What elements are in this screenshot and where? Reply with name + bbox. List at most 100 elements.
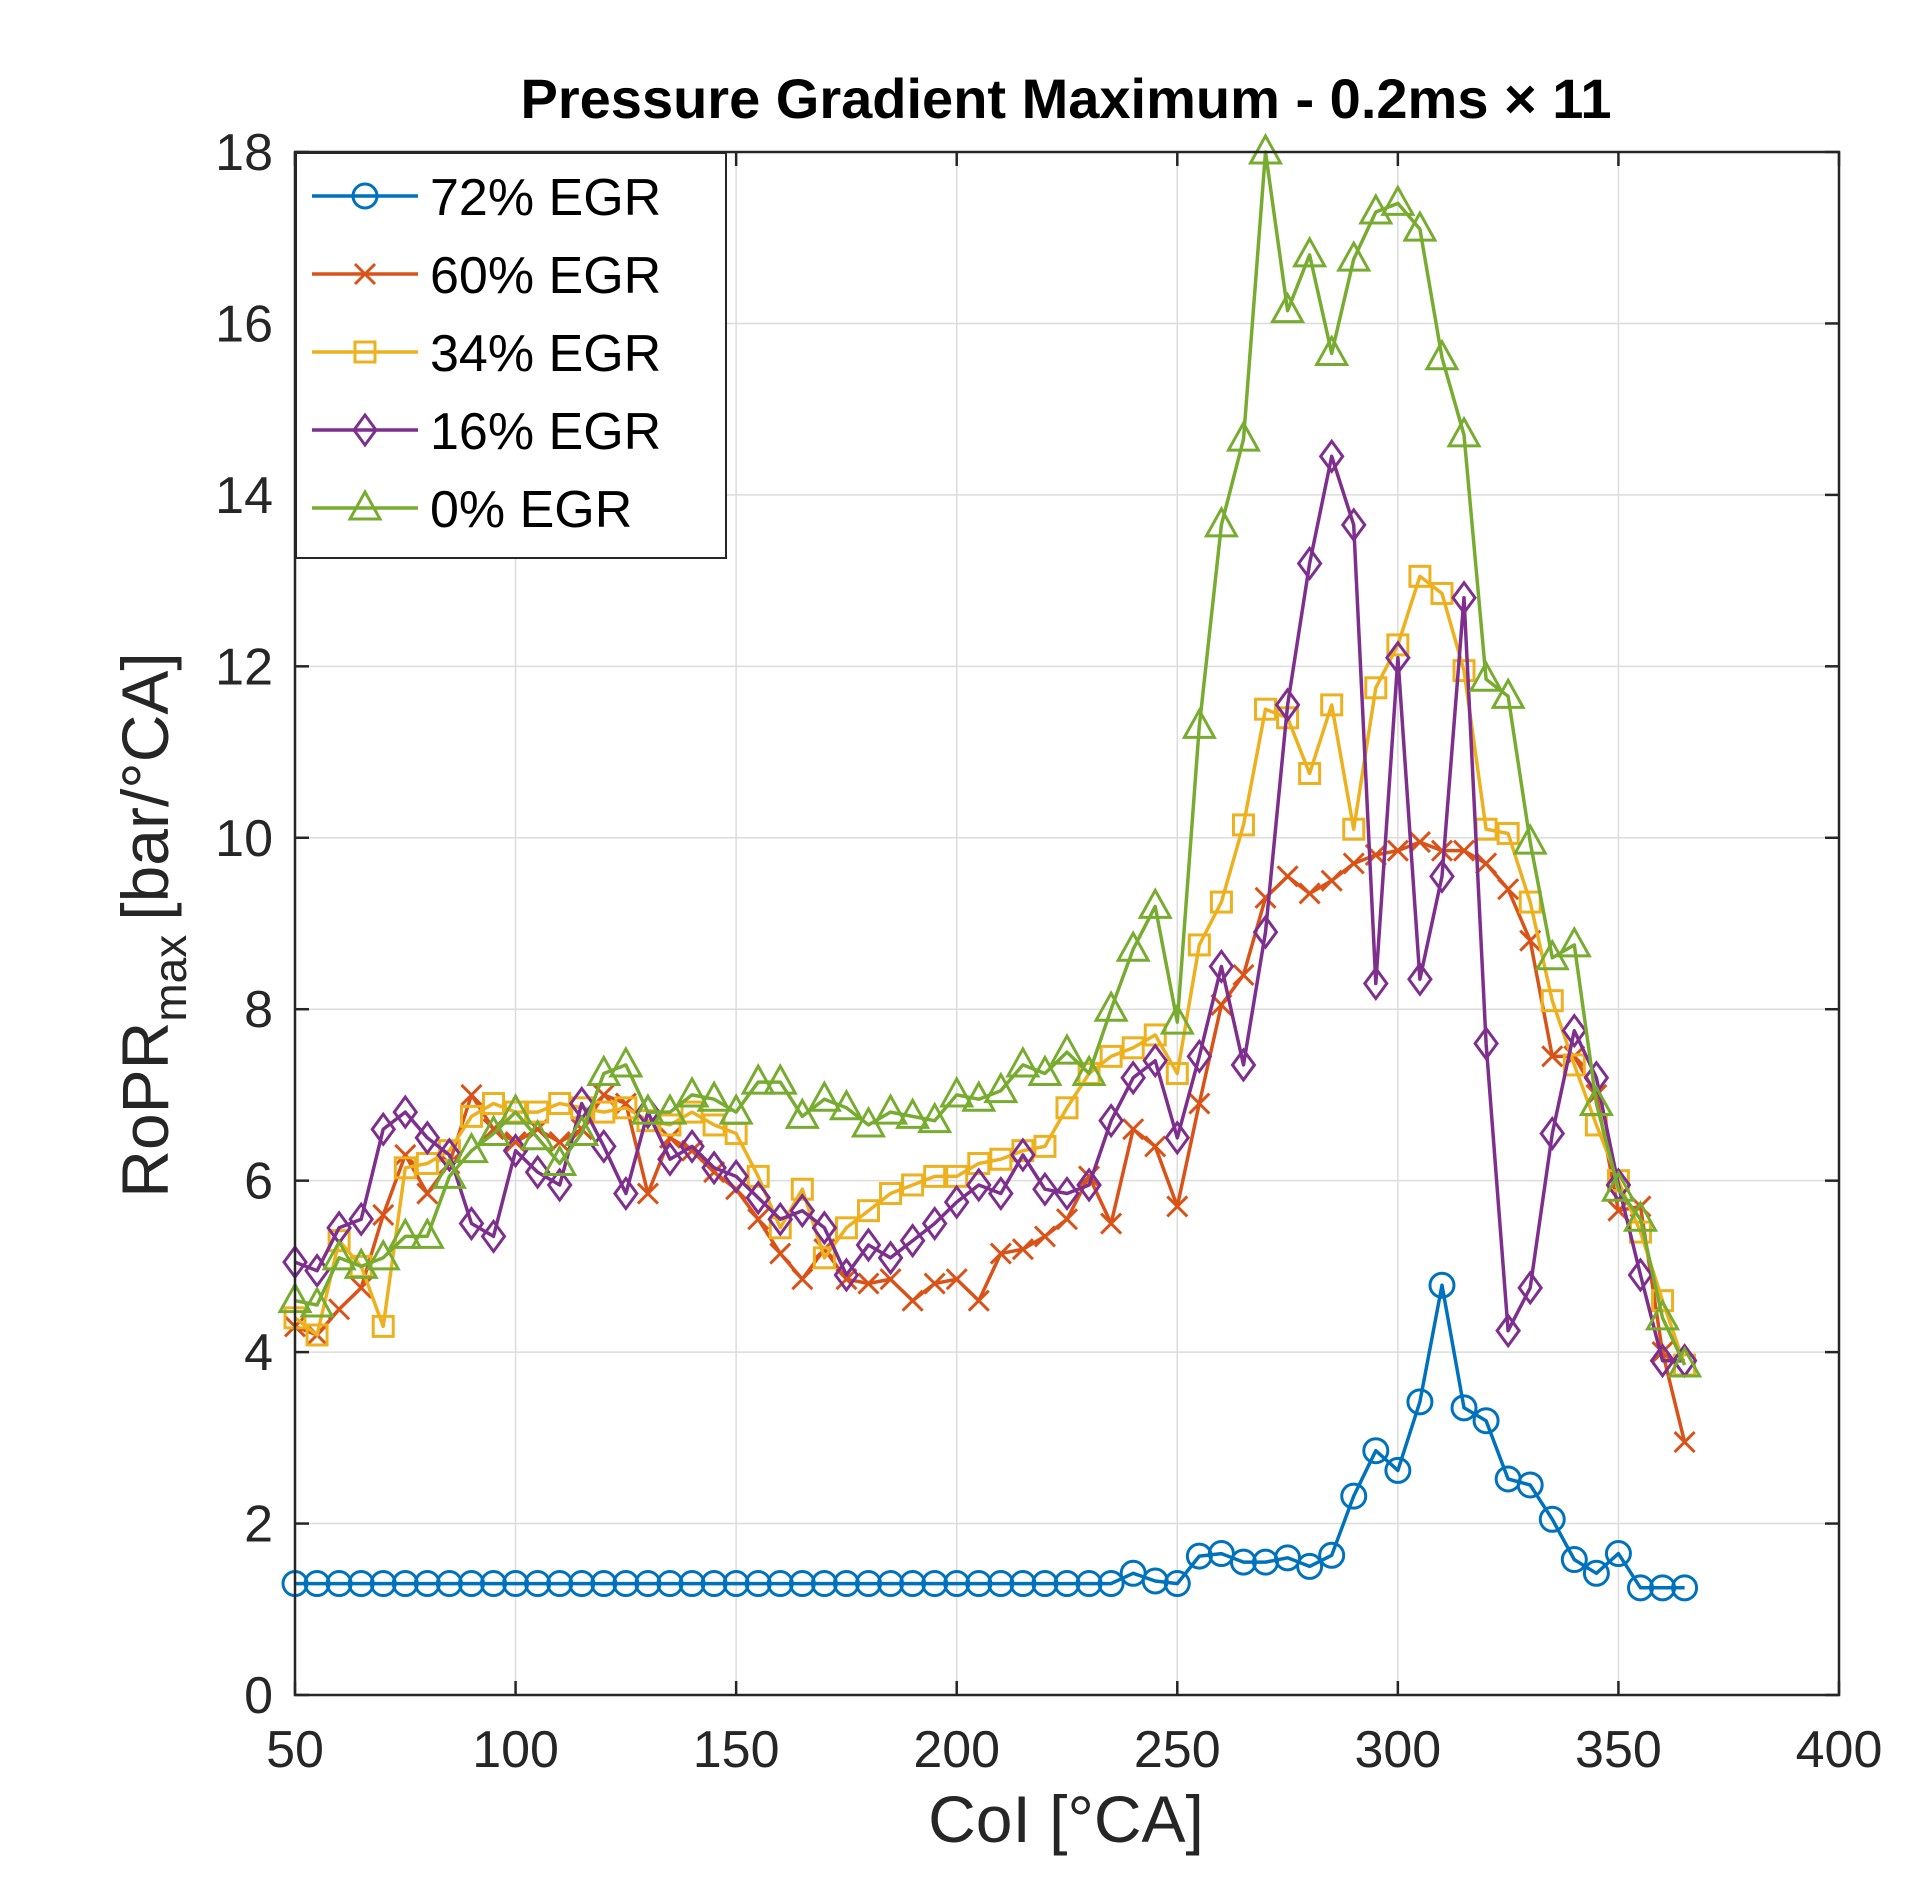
data-point <box>372 1203 395 1227</box>
data-point <box>459 1104 483 1128</box>
data-point <box>723 1158 750 1194</box>
data-point <box>702 1113 726 1137</box>
data-point <box>1673 1431 1696 1454</box>
data-point <box>1561 1013 1588 1049</box>
data-point <box>1468 660 1504 692</box>
y-axis-label-subscript: max <box>144 935 196 1022</box>
data-point <box>435 1570 463 1598</box>
data-point <box>788 1570 816 1598</box>
data-point <box>1185 1542 1213 1570</box>
data-point <box>436 1137 463 1173</box>
data-point <box>1320 869 1343 892</box>
data-point <box>879 1268 902 1291</box>
data-point <box>1562 1053 1586 1077</box>
data-point <box>1538 1505 1566 1533</box>
y-axis-label: RoPRmax [bar/°CA] <box>108 652 196 1197</box>
data-point <box>1187 933 1211 957</box>
data-point <box>1497 878 1520 901</box>
legend-label: 34% EGR <box>430 325 661 383</box>
data-point <box>592 1100 616 1124</box>
data-point <box>394 1143 417 1167</box>
data-point <box>475 1114 512 1147</box>
axis-tick-labels: 50 100 150 200 250 300 350 400 0 2 4 6 8 10 12 14 16 18 <box>215 124 1882 1779</box>
data-point <box>1055 1096 1079 1120</box>
data-point <box>718 1093 754 1125</box>
data-point <box>967 1289 990 1312</box>
data-point <box>1252 914 1279 950</box>
data-point <box>1318 1541 1346 1569</box>
data-point <box>1076 1167 1102 1203</box>
y-axis-label-main: RoPR <box>108 1022 182 1198</box>
data-point <box>502 1570 530 1598</box>
data-point <box>789 1193 816 1229</box>
data-point <box>1055 1208 1079 1231</box>
y-tick-label: 10 <box>215 810 273 868</box>
x-tick-label: 250 <box>1134 1721 1221 1779</box>
data-point <box>1229 1548 1257 1576</box>
data-point <box>1005 1045 1041 1078</box>
data-point <box>921 1205 948 1242</box>
data-point <box>1342 817 1366 841</box>
data-point <box>1276 865 1299 888</box>
data-point <box>1142 1043 1169 1079</box>
data-point <box>854 1570 882 1598</box>
data-point <box>1408 831 1431 854</box>
data-point <box>391 1570 419 1598</box>
data-point <box>612 1570 640 1598</box>
data-point <box>1651 1341 1674 1364</box>
y-tick-label: 12 <box>215 638 273 696</box>
data-point <box>1320 693 1344 717</box>
data-point <box>498 1093 534 1125</box>
data-point <box>901 1289 924 1312</box>
data-point <box>1164 1120 1191 1156</box>
data-point <box>457 1570 485 1598</box>
legend-entry: 60% EGR <box>312 247 661 305</box>
data-point <box>696 1080 732 1112</box>
data-point <box>1011 1238 1034 1261</box>
data-point <box>370 1111 397 1147</box>
data-point <box>524 1154 551 1190</box>
data-point <box>1358 192 1394 225</box>
data-point <box>414 1120 441 1156</box>
data-point <box>1649 1343 1676 1379</box>
data-point <box>1578 1084 1614 1117</box>
data-point <box>299 1285 335 1318</box>
series-72-egr <box>281 1271 1699 1602</box>
data-point <box>921 1570 949 1598</box>
legend: 72% EGR 60% EGR 34% EGR 16% EGR 0% EGR <box>295 152 727 559</box>
data-point <box>790 1177 814 1201</box>
data-point <box>568 1570 596 1598</box>
x-tick-label: 200 <box>913 1721 1000 1779</box>
data-point <box>657 1141 683 1177</box>
x-tick-label: 400 <box>1796 1721 1883 1779</box>
y-tick-label: 6 <box>244 1153 273 1211</box>
data-point <box>1122 1118 1145 1141</box>
data-point <box>1274 687 1301 723</box>
data-point <box>989 1242 1012 1265</box>
series-0-egr <box>277 132 1703 1378</box>
data-point <box>1406 1388 1434 1416</box>
data-point <box>1318 438 1345 474</box>
data-point <box>1009 1570 1037 1598</box>
data-point <box>1622 1200 1659 1232</box>
data-point <box>1496 821 1520 845</box>
data-point <box>1209 890 1233 914</box>
data-point <box>1144 1135 1167 1158</box>
data-point <box>1208 948 1235 984</box>
data-point <box>1075 1570 1103 1598</box>
data-point <box>524 1570 552 1598</box>
data-point <box>1451 580 1477 616</box>
data-point <box>1380 184 1416 216</box>
data-point <box>343 1247 379 1279</box>
x-tick-label: 50 <box>266 1721 324 1779</box>
data-point <box>679 1128 705 1164</box>
data-point <box>1166 1195 1189 1218</box>
legend-marker <box>352 412 378 448</box>
data-point <box>1495 1313 1522 1349</box>
data-point <box>828 1088 864 1121</box>
data-point <box>989 1147 1013 1171</box>
data-point <box>855 1227 882 1263</box>
legend-label: 16% EGR <box>430 403 661 461</box>
data-point <box>564 1114 600 1147</box>
data-point <box>835 1268 858 1291</box>
